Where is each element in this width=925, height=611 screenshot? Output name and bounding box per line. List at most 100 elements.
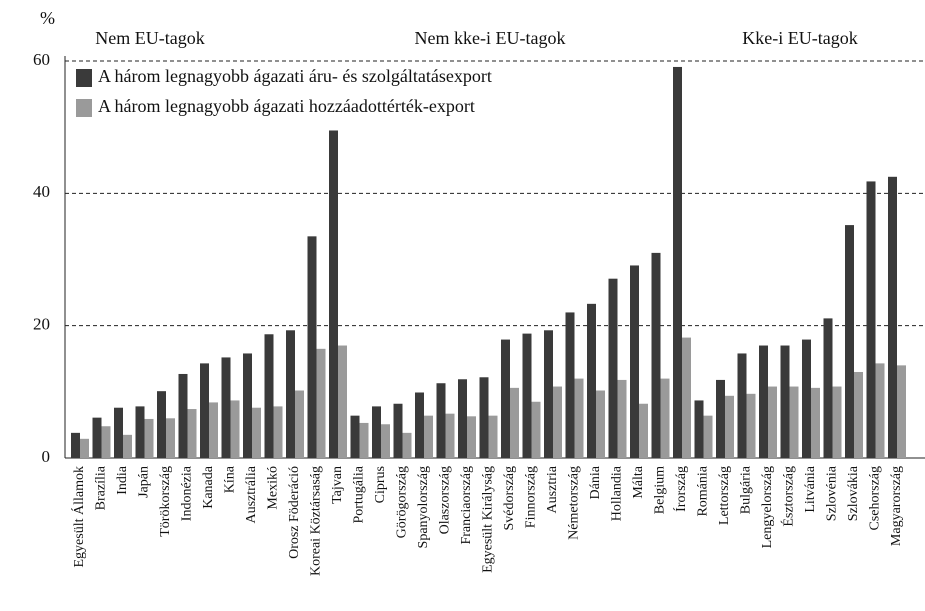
bar xyxy=(608,278,618,458)
group-label: Nem kke-i EU-tagok xyxy=(415,28,566,48)
x-tick-label: Finnország xyxy=(524,466,539,528)
bar xyxy=(737,353,747,458)
bar xyxy=(596,390,605,458)
bar xyxy=(359,422,369,458)
bar xyxy=(402,432,412,458)
bar xyxy=(768,386,777,458)
bar xyxy=(725,395,734,458)
bar xyxy=(673,66,682,458)
x-tick-label: Mexikó xyxy=(266,466,281,510)
bar xyxy=(338,345,347,458)
bar xyxy=(264,334,274,458)
x-tick-label: Málta xyxy=(631,465,646,498)
bar xyxy=(854,371,863,458)
x-tick-label: Orosz Föderáció xyxy=(287,466,302,559)
bar xyxy=(372,406,381,458)
y-tick-label: 0 xyxy=(42,447,51,466)
x-tick-label: Írország xyxy=(672,466,689,512)
x-tick-label: Magyarország xyxy=(889,466,904,546)
legend-label: A három legnagyobb ágazati hozzáadottért… xyxy=(98,96,475,116)
x-tick-label: India xyxy=(115,465,130,495)
bar xyxy=(157,391,166,458)
x-tick-label: Ciprus xyxy=(373,466,388,503)
bar xyxy=(123,434,132,458)
bar xyxy=(479,377,489,458)
bar xyxy=(92,417,102,458)
bar xyxy=(329,130,338,458)
bar xyxy=(531,401,541,458)
x-tick-label: Spanyolország xyxy=(416,466,431,548)
bar xyxy=(703,415,713,458)
x-tick-label: Észtország xyxy=(780,466,797,527)
legend-swatch xyxy=(76,69,92,87)
bar xyxy=(544,330,553,458)
y-tick-label: 60 xyxy=(33,50,50,69)
bar xyxy=(694,400,704,458)
x-tick-label: Görögország xyxy=(395,466,410,538)
bar xyxy=(553,386,562,458)
bar xyxy=(221,357,231,458)
bar xyxy=(230,400,240,458)
bar xyxy=(780,345,790,458)
group-label: Kke-i EU-tagok xyxy=(742,28,857,48)
bar xyxy=(209,402,218,458)
x-tick-label: Brazília xyxy=(94,465,109,510)
bar xyxy=(522,333,532,458)
x-tick-label: Franciaország xyxy=(459,466,474,545)
bar xyxy=(381,424,390,458)
bar xyxy=(845,225,854,458)
bar xyxy=(789,386,799,458)
x-tick-label: Törökország xyxy=(158,466,173,537)
bar xyxy=(252,407,261,458)
bar xyxy=(811,387,820,458)
bar xyxy=(286,330,295,458)
x-tick-label: Csehország xyxy=(868,466,883,531)
bar xyxy=(71,432,80,458)
bar xyxy=(436,383,446,458)
x-tick-label: Belgium xyxy=(653,466,668,514)
x-tick-label: Koreai Köztársaság xyxy=(309,466,324,576)
bar xyxy=(617,379,627,458)
x-tick-label: Litvánia xyxy=(803,465,818,512)
y-tick-label: 40 xyxy=(33,182,50,201)
bar xyxy=(445,413,455,458)
x-tick-label: Hollandia xyxy=(610,465,625,521)
x-tick-label: Szlovénia xyxy=(825,465,840,521)
bar xyxy=(660,378,670,458)
legend-label: A három legnagyobb ágazati áru- és szolg… xyxy=(98,66,492,86)
x-tick-label: Szlovákia xyxy=(846,465,861,521)
bar xyxy=(187,409,197,458)
x-tick-label: Indonézia xyxy=(180,465,195,521)
bar xyxy=(802,339,811,458)
bar xyxy=(716,379,725,458)
bar xyxy=(888,176,897,458)
x-tick-label: Németország xyxy=(567,466,582,540)
x-tick-label: Lengyelország xyxy=(760,466,775,548)
bar xyxy=(759,345,768,458)
bar xyxy=(651,252,661,458)
bar xyxy=(316,348,326,458)
bar xyxy=(178,373,188,458)
bar xyxy=(101,426,111,458)
legend-swatch xyxy=(76,99,92,117)
x-tick-label: Ausztria xyxy=(545,465,560,513)
x-tick-label: Kína xyxy=(223,465,238,493)
bar xyxy=(630,265,639,458)
bar xyxy=(144,418,154,458)
x-tick-label: Egyesült Államok xyxy=(70,466,87,568)
bar xyxy=(393,403,403,458)
bar xyxy=(510,387,519,458)
bar xyxy=(746,393,756,458)
bar xyxy=(243,353,252,458)
bar xyxy=(488,415,498,458)
bar xyxy=(897,365,906,458)
bar xyxy=(467,416,476,458)
group-label: Nem EU-tagok xyxy=(95,28,204,48)
bar xyxy=(866,181,876,458)
bar xyxy=(80,438,89,458)
x-tick-label: Olaszország xyxy=(438,466,453,534)
x-tick-label: Ausztrália xyxy=(244,465,259,523)
x-tick-label: Lettország xyxy=(717,466,732,525)
x-tick-label: Dánia xyxy=(588,465,603,499)
bar xyxy=(823,318,833,458)
